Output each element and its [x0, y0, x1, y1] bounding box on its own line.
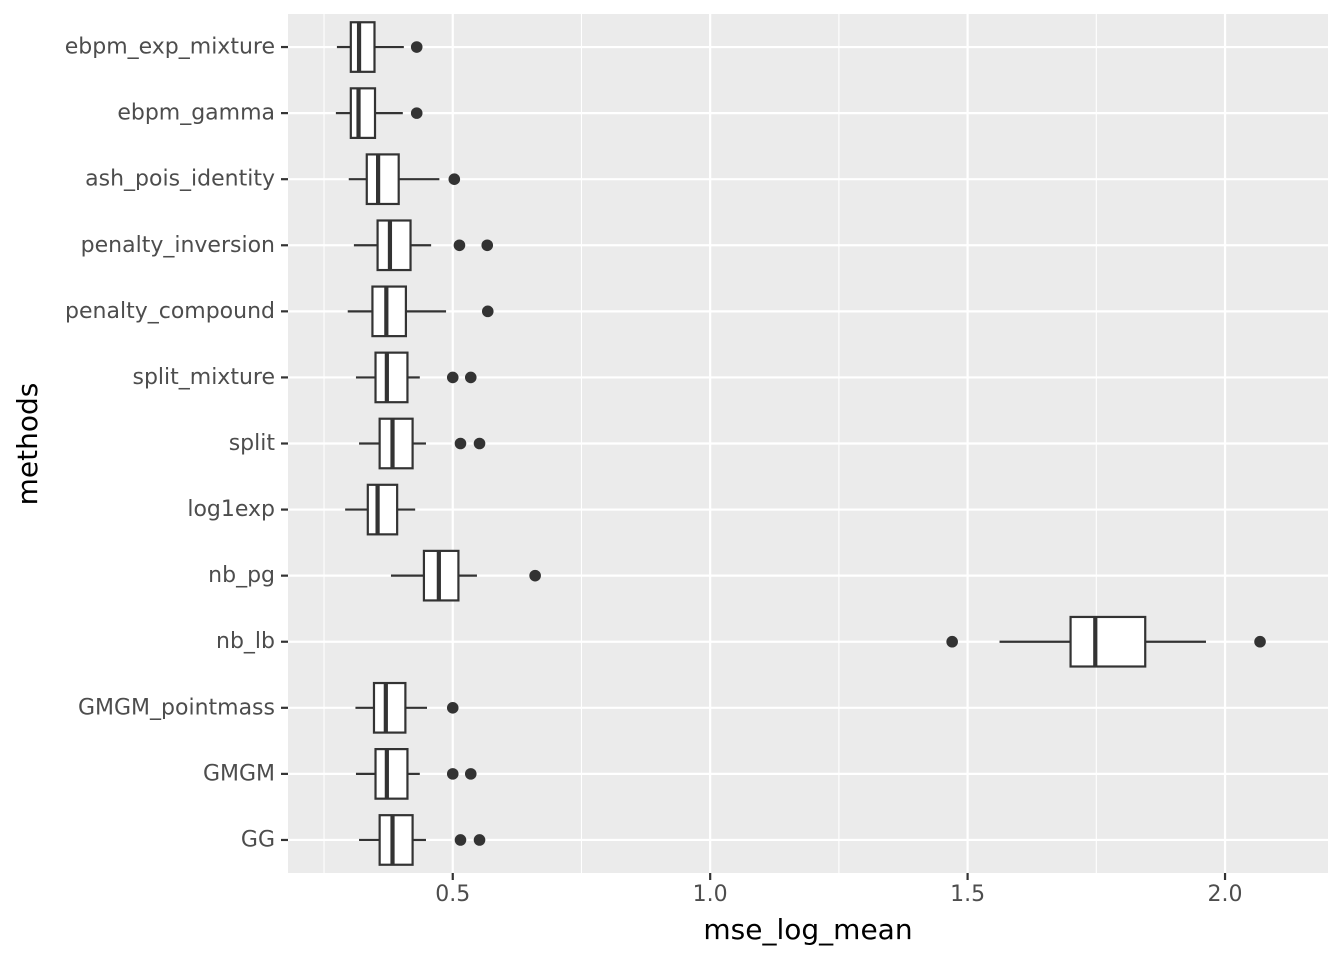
box-ebpm_gamma — [335, 87, 423, 139]
outlier-point — [464, 371, 477, 384]
box-ebpm_exp_mixture — [336, 21, 423, 73]
outlier-point — [448, 173, 461, 185]
box-GMGM — [355, 748, 477, 800]
outlier-point — [446, 702, 459, 714]
box-iqr — [349, 87, 377, 139]
outlier-point — [473, 834, 486, 846]
box-split — [359, 417, 486, 470]
box-iqr — [378, 417, 414, 470]
y-tick-label: log1exp — [187, 497, 275, 522]
y-tick-label: split — [229, 431, 276, 456]
x-axis-title: mse_log_mean — [703, 913, 912, 946]
box-split_mixture — [355, 351, 477, 404]
box-nb_lb — [946, 615, 1266, 668]
box-GG — [359, 814, 486, 866]
box-iqr — [378, 814, 414, 866]
y-tick-label: penalty_inversion — [81, 233, 275, 258]
outlier-point — [453, 239, 466, 252]
box-ash_pois_identity — [348, 153, 461, 206]
y-axis-title: methods — [11, 383, 44, 506]
y-tick-label: ash_pois_identity — [85, 167, 275, 192]
box-iqr — [422, 549, 460, 602]
outlier-point — [410, 41, 423, 53]
x-axis: 0.5 1.0 1.5 2.0 — [435, 873, 1243, 907]
y-tick-label: GMGM_pointmass — [78, 695, 275, 720]
box-iqr — [372, 681, 407, 734]
outlier-point — [464, 768, 477, 780]
y-tick-label: ebpm_exp_mixture — [65, 35, 275, 60]
x-tick-label: 2.0 — [1208, 882, 1243, 907]
grid-lines — [288, 14, 1328, 873]
x-tick-label: 0.5 — [435, 882, 470, 907]
outlier-point — [529, 569, 541, 582]
outlier-point — [454, 437, 467, 450]
y-tick-label: nb_lb — [216, 629, 275, 654]
box-iqr — [371, 285, 408, 338]
outlier-point — [481, 305, 494, 318]
box-iqr — [374, 748, 409, 800]
y-tick-label: GG — [241, 827, 275, 852]
y-axis: ebpm_exp_mixture ebpm_gamma ash_pois_ident… — [65, 35, 288, 852]
box-penalty_compound — [347, 285, 494, 338]
outlier-point — [446, 768, 459, 780]
y-tick-label: nb_pg — [208, 563, 275, 588]
box-penalty_inversion — [353, 219, 494, 272]
outlier-point — [454, 834, 467, 846]
x-tick-label: 1.5 — [950, 882, 985, 907]
box-iqr — [376, 219, 412, 272]
outlier-point — [481, 239, 494, 252]
box-log1exp — [345, 483, 416, 536]
y-tick-label: split_mixture — [132, 365, 275, 390]
box-iqr — [365, 153, 400, 206]
outlier-point — [473, 437, 486, 450]
outlier-point — [410, 107, 423, 119]
box-nb_pg — [390, 549, 541, 602]
box-iqr — [374, 351, 409, 404]
box-iqr — [366, 483, 399, 536]
box-GMGM_pointmass — [355, 681, 459, 734]
outlier-point — [946, 635, 958, 648]
boxes-layer — [335, 21, 1266, 866]
y-tick-label: ebpm_gamma — [117, 101, 275, 126]
outlier-point — [446, 371, 459, 384]
y-tick-label: penalty_compound — [65, 299, 275, 324]
outlier-point — [1254, 635, 1266, 648]
box-iqr — [1069, 615, 1147, 668]
box-iqr — [349, 21, 376, 73]
x-tick-label: 1.0 — [693, 882, 728, 907]
y-tick-label: GMGM — [203, 761, 275, 786]
